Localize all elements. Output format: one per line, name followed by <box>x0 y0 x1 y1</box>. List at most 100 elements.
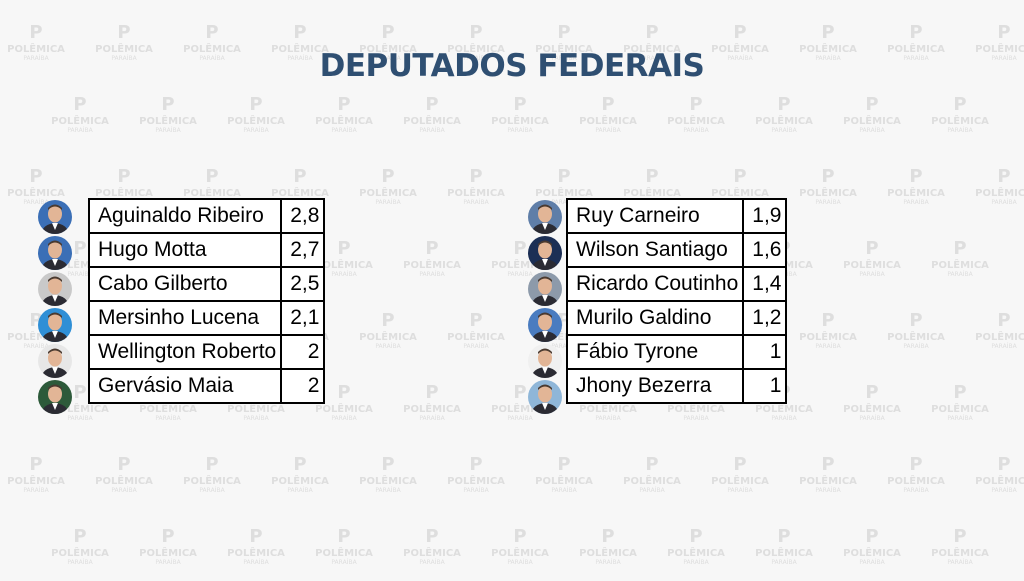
svg-text:P: P <box>997 310 1010 331</box>
svg-text:P: P <box>953 526 966 547</box>
candidate-value: 1,2 <box>742 300 788 336</box>
svg-text:POLÊMICA: POLÊMICA <box>271 474 329 487</box>
candidate-value: 1,6 <box>742 232 788 268</box>
svg-text:PARAÍBA: PARAÍBA <box>331 415 357 422</box>
svg-text:P: P <box>777 526 790 547</box>
svg-text:POLÊMICA: POLÊMICA <box>623 474 681 487</box>
svg-text:PARAÍBA: PARAÍBA <box>815 343 841 350</box>
avatar <box>528 344 562 378</box>
svg-text:POLÊMICA: POLÊMICA <box>359 330 417 343</box>
svg-text:POLÊMICA: POLÊMICA <box>755 114 813 127</box>
svg-text:POLÊMICA: POLÊMICA <box>447 186 505 199</box>
svg-text:PARAÍBA: PARAÍBA <box>155 127 181 134</box>
svg-text:P: P <box>909 310 922 331</box>
svg-text:POLÊMICA: POLÊMICA <box>315 546 373 559</box>
table-row: Jhony Bezerra 1 <box>565 368 788 404</box>
svg-text:POLÊMICA: POLÊMICA <box>447 474 505 487</box>
table-row: Fábio Tyrone 1 <box>565 334 788 370</box>
avatar <box>38 380 72 414</box>
candidate-value: 2,7 <box>280 232 326 268</box>
svg-text:POLÊMICA: POLÊMICA <box>931 114 989 127</box>
svg-text:P: P <box>953 94 966 115</box>
svg-text:POLÊMICA: POLÊMICA <box>403 114 461 127</box>
svg-text:POLÊMICA: POLÊMICA <box>315 114 373 127</box>
svg-text:P: P <box>689 94 702 115</box>
candidate-name: Murilo Galdino <box>565 300 745 336</box>
results-table-left: Aguinaldo Ribeiro 2,8 Hugo Motta 2,7 Cab… <box>87 198 326 404</box>
svg-text:POLÊMICA: POLÊMICA <box>95 474 153 487</box>
svg-text:P: P <box>205 166 218 187</box>
svg-text:POLÊMICA: POLÊMICA <box>359 474 417 487</box>
table-row: Hugo Motta 2,7 <box>87 232 326 268</box>
svg-text:PARAÍBA: PARAÍBA <box>507 127 533 134</box>
svg-text:P: P <box>205 22 218 43</box>
svg-text:PARAÍBA: PARAÍBA <box>199 487 225 494</box>
svg-text:POLÊMICA: POLÊMICA <box>403 546 461 559</box>
svg-text:PARAÍBA: PARAÍBA <box>727 487 753 494</box>
svg-text:POLÊMICA: POLÊMICA <box>579 114 637 127</box>
avatar <box>528 308 562 342</box>
svg-text:POLÊMICA: POLÊMICA <box>843 546 901 559</box>
avatar <box>38 200 72 234</box>
svg-text:P: P <box>205 454 218 475</box>
svg-text:POLÊMICA: POLÊMICA <box>887 330 945 343</box>
svg-text:P: P <box>733 166 746 187</box>
svg-text:P: P <box>337 238 350 259</box>
svg-text:POLÊMICA: POLÊMICA <box>139 546 197 559</box>
svg-text:POLÊMICA: POLÊMICA <box>227 546 285 559</box>
svg-text:POLÊMICA: POLÊMICA <box>711 474 769 487</box>
svg-text:P: P <box>117 454 130 475</box>
candidate-name: Ruy Carneiro <box>565 198 745 234</box>
svg-text:P: P <box>997 454 1010 475</box>
table-row: Ricardo Coutinho 1,4 <box>565 266 788 302</box>
svg-text:PARAÍBA: PARAÍBA <box>771 415 797 422</box>
svg-text:PARAÍBA: PARAÍBA <box>947 559 973 566</box>
person-icon <box>38 200 72 234</box>
candidate-value: 1 <box>742 368 788 404</box>
svg-text:PARAÍBA: PARAÍBA <box>683 415 709 422</box>
svg-text:PARAÍBA: PARAÍBA <box>67 127 93 134</box>
svg-text:POLÊMICA: POLÊMICA <box>491 114 549 127</box>
svg-text:P: P <box>909 166 922 187</box>
svg-text:P: P <box>513 94 526 115</box>
svg-text:P: P <box>381 310 394 331</box>
svg-text:PARAÍBA: PARAÍBA <box>463 487 489 494</box>
svg-text:POLÊMICA: POLÊMICA <box>667 114 725 127</box>
person-icon <box>528 380 562 414</box>
svg-text:PARAÍBA: PARAÍBA <box>991 343 1017 350</box>
candidate-value: 1,9 <box>742 198 788 234</box>
candidate-name: Fábio Tyrone <box>565 334 745 370</box>
svg-text:P: P <box>909 454 922 475</box>
svg-text:P: P <box>645 22 658 43</box>
svg-text:P: P <box>337 94 350 115</box>
svg-text:PARAÍBA: PARAÍBA <box>683 559 709 566</box>
svg-text:POLÊMICA: POLÊMICA <box>535 474 593 487</box>
svg-text:PARAÍBA: PARAÍBA <box>111 487 137 494</box>
svg-text:P: P <box>293 454 306 475</box>
svg-text:P: P <box>117 166 130 187</box>
svg-text:PARAÍBA: PARAÍBA <box>419 415 445 422</box>
table-row: Mersinho Lucena 2,1 <box>87 300 326 336</box>
table-row: Aguinaldo Ribeiro 2,8 <box>87 198 326 234</box>
svg-text:P: P <box>953 382 966 403</box>
svg-text:P: P <box>425 238 438 259</box>
svg-text:P: P <box>513 382 526 403</box>
svg-text:POLÊMICA: POLÊMICA <box>931 402 989 415</box>
